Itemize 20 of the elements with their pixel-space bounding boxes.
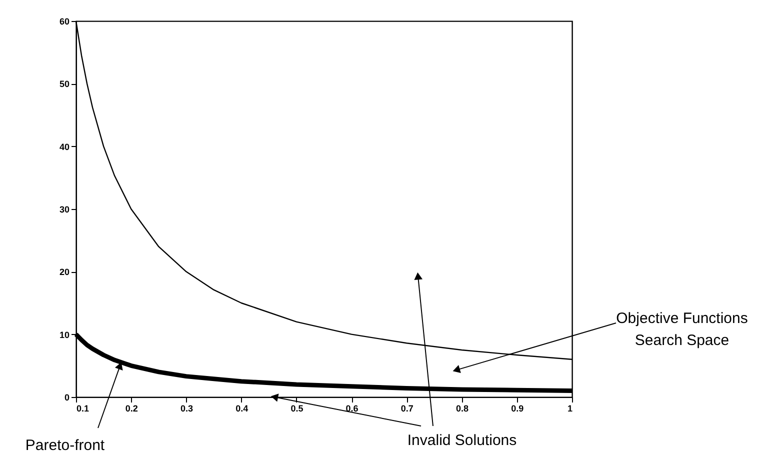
y-tick-label: 0 [64,392,70,402]
y-tick-label: 30 [59,204,70,214]
y-tick-label: 10 [59,330,70,340]
annotation: Invalid Solutions [407,432,517,449]
x-tick-label: 0.8 [456,404,469,414]
x-tick-label: 0.2 [125,404,138,414]
x-tick-label: 0.4 [236,404,248,414]
y-tick-label: 40 [59,142,70,152]
annotation: Objective Functions Search Space [616,310,748,349]
x-tick-label: 0.5 [290,404,304,414]
y-tick-label: 60 [59,16,70,26]
x-tick-label: 0.7 [400,404,414,414]
x-tick-label: 0.3 [180,404,193,414]
y-tick-label: 20 [59,267,70,278]
x-tick-label: 0.6 [346,404,358,414]
annotation: Pareto-front [25,437,106,454]
x-tick-label: 1 [567,404,572,414]
x-tick-label: 0.9 [511,404,524,414]
x-tick-label: 0.1 [76,404,90,414]
y-tick-label: 50 [59,79,70,90]
